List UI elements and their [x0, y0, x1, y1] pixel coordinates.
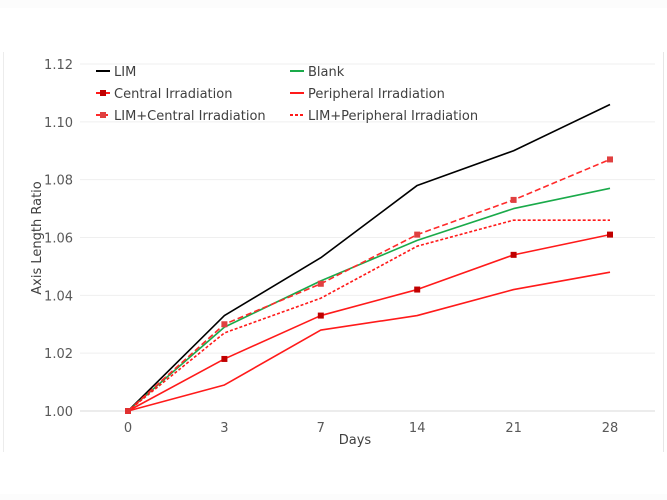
y-tick-label: 1.06 — [44, 232, 73, 247]
cropped-caption-bottom — [0, 494, 667, 500]
cropped-caption-top — [0, 0, 667, 8]
legend-label: Central Irradiation — [114, 87, 232, 102]
legend-item: LIM+Central Irradiation — [96, 109, 266, 124]
legend: LIM Blank Central Irradiation Peripheral Ir… — [96, 65, 478, 124]
legend-marker — [100, 112, 106, 118]
data-point — [510, 196, 517, 203]
series-lim — [127, 103, 611, 412]
legend-label: LIM — [114, 65, 136, 80]
legend-item: Central Irradiation — [96, 87, 232, 102]
series-line — [127, 271, 611, 412]
x-tick-label: 21 — [505, 421, 522, 436]
legend-label: LIM+Central Irradiation — [114, 109, 266, 124]
y-axis-label: Axis Length Ratio — [30, 181, 45, 294]
y-tick-label: 1.12 — [44, 58, 73, 73]
series-line — [127, 219, 610, 412]
legend-label: Blank — [308, 65, 345, 80]
y-tick-label: 1.08 — [44, 174, 73, 189]
origin-point — [125, 408, 131, 414]
legend-label: Peripheral Irradiation — [308, 87, 445, 102]
gridlines — [80, 63, 655, 412]
legend-label: LIM+Peripheral Irradiation — [308, 109, 478, 124]
x-tick-label: 28 — [602, 421, 619, 436]
legend-item: LIM+Peripheral Irradiation — [290, 109, 478, 124]
x-tick-label: 0 — [124, 421, 132, 436]
series-line — [127, 233, 611, 412]
data-point — [510, 251, 517, 258]
data-point — [317, 312, 324, 319]
legend-marker — [100, 90, 106, 96]
series-line — [127, 187, 611, 412]
series-line — [127, 158, 611, 412]
data-point — [607, 231, 613, 238]
y-axis-ticks: 1.00 1.02 1.04 1.06 1.08 1.10 1.12 — [44, 58, 73, 420]
series-peripheral-irradiation — [127, 271, 611, 412]
chart-frame — [3, 52, 664, 452]
data-point — [221, 321, 228, 328]
series-lim-peripheral-irradiation — [127, 219, 610, 412]
legend-item: Blank — [290, 65, 345, 80]
x-tick-label: 14 — [409, 421, 426, 436]
series-line — [127, 103, 611, 412]
legend-item: Peripheral Irradiation — [290, 87, 445, 102]
y-tick-label: 1.02 — [44, 347, 73, 362]
x-tick-label: 7 — [317, 421, 325, 436]
data-point — [607, 156, 613, 163]
legend-item: LIM — [96, 65, 136, 80]
y-tick-label: 1.10 — [44, 116, 73, 131]
data-point — [221, 355, 228, 362]
data-point — [414, 231, 421, 238]
y-tick-label: 1.00 — [44, 405, 73, 420]
series-blank — [127, 187, 611, 412]
data-point — [414, 286, 421, 293]
y-tick-label: 1.04 — [44, 289, 73, 304]
series-group — [125, 103, 613, 414]
x-axis-ticks: 0 3 7 14 21 28 — [124, 421, 618, 436]
x-tick-label: 3 — [220, 421, 228, 436]
data-point — [317, 280, 324, 287]
x-axis-label: Days — [339, 433, 372, 448]
